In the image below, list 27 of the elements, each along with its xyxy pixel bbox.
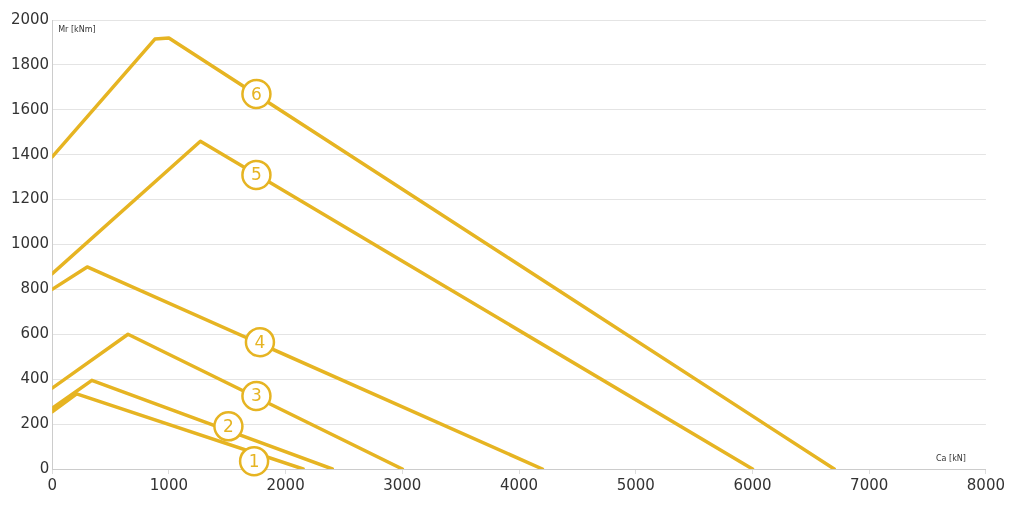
x-tick-label: 8000 <box>966 475 1006 494</box>
y-tick-label: 800 <box>20 279 50 298</box>
x-tick-label: 2000 <box>266 475 305 494</box>
x-tick-label: 3000 <box>383 475 422 494</box>
annotation: 5 <box>251 164 262 185</box>
y-tick-label: 600 <box>20 324 50 343</box>
annotation: 1 <box>248 450 260 471</box>
y-tick-label: 1400 <box>10 144 50 163</box>
annotation: 3 <box>251 385 262 406</box>
y-tick-label: 1800 <box>10 54 50 73</box>
y-tick-label: 400 <box>20 369 50 388</box>
y-axis-title: Mr [kNm] <box>58 25 96 35</box>
annotation: 4 <box>254 331 266 352</box>
x-tick-label: 7000 <box>850 475 889 494</box>
y-tick-label: 1200 <box>10 189 50 208</box>
x-tick-label: 5000 <box>616 475 655 494</box>
y-tick-label: 0 <box>39 458 50 477</box>
y-tick-label: 2000 <box>10 9 50 28</box>
y-tick-label: 1000 <box>10 234 50 253</box>
y-tick-label: 1600 <box>10 99 50 118</box>
x-tick-label: 4000 <box>499 475 539 494</box>
x-axis-title: Ca [kN] <box>936 454 966 464</box>
x-tick-label: 1000 <box>149 475 188 494</box>
annotation: 6 <box>251 83 262 104</box>
annotation: 2 <box>223 415 234 436</box>
x-tick-label: 6000 <box>733 475 772 494</box>
y-tick-label: 200 <box>20 413 50 432</box>
